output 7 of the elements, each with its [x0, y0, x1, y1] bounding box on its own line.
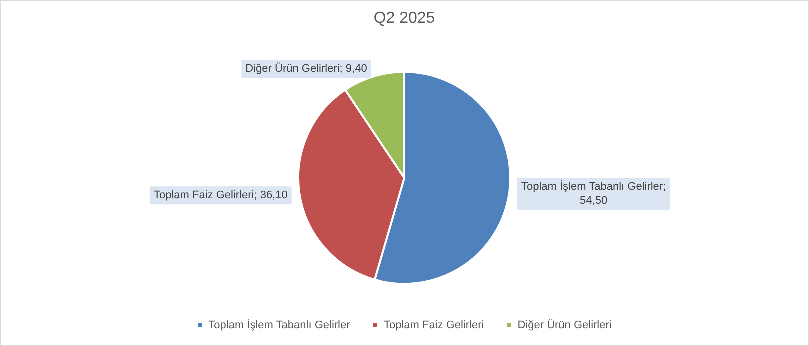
data-label: Toplam Faiz Gelirleri; 36,10	[154, 190, 288, 202]
chart-title: Q2 2025	[374, 10, 436, 28]
legend-label: Diğer Ürün Gelirleri	[518, 318, 612, 332]
data-label: Diğer Ürün Gelirleri; 9,40	[246, 62, 368, 76]
legend-label: Toplam Faiz Gelirleri	[384, 320, 484, 332]
legend-label: Toplam İşlem Tabanlı Gelirler	[208, 318, 351, 332]
data-label: Toplam İşlem Tabanlı Gelirler; 54,50	[521, 180, 666, 208]
